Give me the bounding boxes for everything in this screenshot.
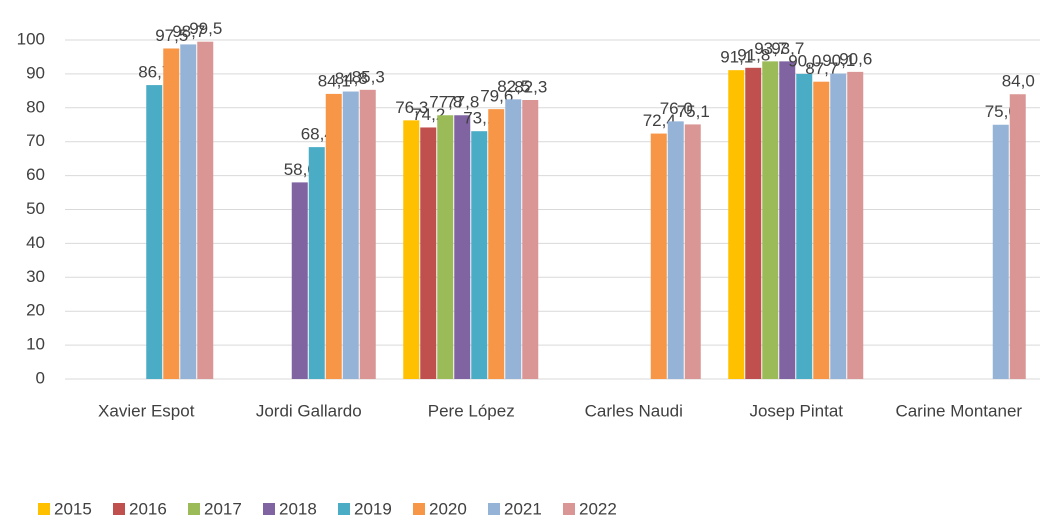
data-label: 82,5 bbox=[497, 77, 530, 96]
bar bbox=[342, 91, 359, 379]
data-label: 86,7 bbox=[138, 63, 171, 82]
data-label: 76,3 bbox=[395, 98, 428, 117]
x-tick-label: Jordi Gallardo bbox=[256, 401, 362, 420]
data-label: 75,1 bbox=[677, 102, 710, 121]
bar bbox=[813, 81, 830, 380]
bar bbox=[146, 85, 163, 379]
bar bbox=[847, 71, 864, 379]
data-label: 93,7 bbox=[771, 39, 804, 58]
data-label: 73,1 bbox=[463, 109, 496, 128]
data-label: 77,8 bbox=[429, 93, 462, 112]
bar bbox=[325, 93, 342, 379]
legend-label: 2018 bbox=[279, 499, 317, 518]
legend-swatch bbox=[38, 503, 50, 515]
bar bbox=[437, 115, 454, 380]
data-label: 87,7 bbox=[805, 59, 838, 78]
y-tick-label: 90 bbox=[26, 63, 45, 82]
data-label: 84,8 bbox=[335, 69, 368, 88]
data-label: 74,2 bbox=[412, 105, 445, 124]
x-tick-label: Carine Montaner bbox=[895, 401, 1022, 420]
bar bbox=[992, 124, 1009, 379]
legend-label: 2019 bbox=[354, 499, 392, 518]
bar bbox=[291, 182, 308, 379]
data-label: 91,8 bbox=[737, 45, 770, 64]
legend-label: 2017 bbox=[204, 499, 242, 518]
data-label: 97,5 bbox=[155, 26, 188, 45]
y-tick-label: 100 bbox=[17, 29, 45, 48]
y-tick-label: 10 bbox=[26, 335, 45, 354]
legend-swatch bbox=[188, 503, 200, 515]
bar bbox=[180, 44, 197, 379]
y-tick-label: 20 bbox=[26, 301, 45, 320]
x-tick-label: Carles Naudi bbox=[585, 401, 683, 420]
x-tick-label: Josep Pintat bbox=[749, 401, 843, 420]
y-tick-label: 60 bbox=[26, 165, 45, 184]
data-label: 99,5 bbox=[189, 19, 222, 38]
bar bbox=[830, 73, 847, 379]
data-label: 82,3 bbox=[514, 77, 547, 96]
y-tick-label: 70 bbox=[26, 131, 45, 150]
bar bbox=[728, 70, 745, 380]
data-label: 79,6 bbox=[480, 87, 513, 106]
data-label: 75,0 bbox=[985, 102, 1018, 121]
bar bbox=[1009, 94, 1026, 380]
bar bbox=[403, 120, 420, 379]
data-label: 72,4 bbox=[643, 111, 676, 130]
bar bbox=[488, 109, 505, 379]
legend-label: 2016 bbox=[129, 499, 167, 518]
data-label: 91,1 bbox=[720, 48, 753, 67]
y-tick-label: 30 bbox=[26, 267, 45, 286]
y-tick-label: 0 bbox=[36, 368, 45, 387]
legend-swatch bbox=[413, 503, 425, 515]
y-tick-label: 80 bbox=[26, 97, 45, 116]
legend-swatch bbox=[563, 503, 575, 515]
x-tick-label: Xavier Espot bbox=[98, 401, 195, 420]
x-tick-label: Pere López bbox=[428, 401, 515, 420]
legend-swatch bbox=[488, 503, 500, 515]
bar bbox=[163, 48, 180, 379]
bar bbox=[308, 147, 325, 379]
bar bbox=[522, 100, 539, 380]
legend-label: 2020 bbox=[429, 499, 467, 518]
legend-label: 2022 bbox=[579, 499, 617, 518]
bar bbox=[779, 61, 796, 380]
bar bbox=[197, 41, 214, 379]
data-label: 93,7 bbox=[754, 39, 787, 58]
data-label: 58,0 bbox=[284, 160, 317, 179]
bar bbox=[667, 121, 684, 380]
bar bbox=[471, 131, 488, 379]
legend-swatch bbox=[338, 503, 350, 515]
bar bbox=[454, 115, 471, 380]
bar bbox=[650, 133, 667, 379]
legend-swatch bbox=[113, 503, 125, 515]
data-label: 76,0 bbox=[660, 99, 693, 118]
data-label: 77,8 bbox=[446, 93, 479, 112]
bar bbox=[796, 73, 813, 380]
bar bbox=[762, 61, 779, 380]
data-label: 90,1 bbox=[822, 51, 855, 70]
data-label: 84,1 bbox=[318, 71, 351, 90]
legend-swatch bbox=[263, 503, 275, 515]
legend-label: 2021 bbox=[504, 499, 542, 518]
data-label: 98,7 bbox=[172, 22, 205, 41]
legend-label: 2015 bbox=[54, 499, 92, 518]
y-tick-label: 40 bbox=[26, 233, 45, 252]
bar bbox=[684, 124, 701, 379]
bar bbox=[505, 99, 522, 379]
data-label: 84,0 bbox=[1002, 72, 1035, 91]
data-label: 68,4 bbox=[301, 125, 334, 144]
data-label: 90,6 bbox=[839, 49, 872, 68]
bar bbox=[359, 89, 376, 379]
data-label: 90,0 bbox=[788, 51, 821, 70]
y-tick-label: 50 bbox=[26, 199, 45, 218]
bar bbox=[420, 127, 437, 379]
data-label: 85,3 bbox=[352, 67, 385, 86]
bar bbox=[745, 67, 762, 379]
